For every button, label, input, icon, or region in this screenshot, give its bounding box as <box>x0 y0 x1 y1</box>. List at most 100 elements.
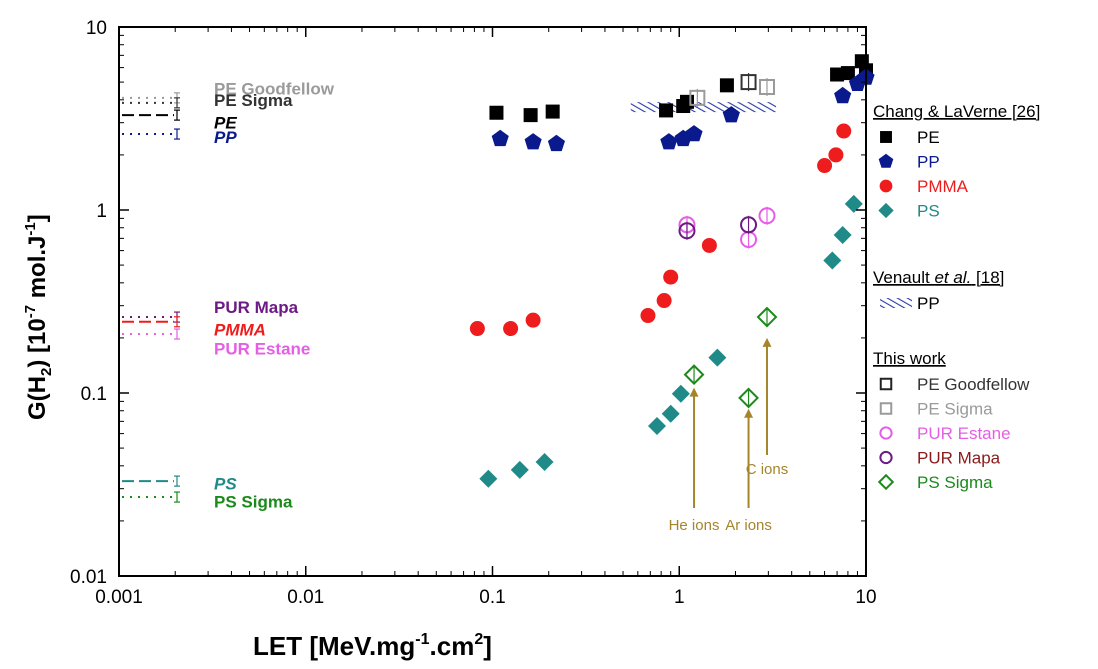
data-layer <box>469 54 875 488</box>
legend-label: PE Sigma <box>917 400 993 419</box>
venault-pp-band <box>630 102 777 113</box>
reference-label: PE <box>214 114 237 133</box>
legend-label: PE Goodfellow <box>917 375 1030 394</box>
data-point <box>524 133 542 150</box>
xlabel-part: ] <box>483 631 492 661</box>
reference-label: PUR Estane <box>214 340 310 359</box>
legend-title-part: et al. <box>934 268 971 287</box>
series-ps <box>479 194 863 488</box>
reference-label: PMMA <box>214 321 266 340</box>
data-point <box>738 387 759 409</box>
data-point <box>683 364 705 386</box>
series-pmma <box>469 123 852 337</box>
legend-title-part: [18] <box>971 268 1004 287</box>
data-point <box>830 67 845 82</box>
data-point <box>701 237 717 253</box>
data-point <box>708 348 727 367</box>
data-point <box>844 194 863 213</box>
data-point <box>840 66 855 81</box>
series-pe-goodfellow <box>740 73 757 92</box>
legend-label: PMMA <box>917 177 969 196</box>
legend-group-title: This work <box>873 349 946 368</box>
data-point <box>758 207 776 225</box>
legend-marker <box>878 202 894 219</box>
data-point <box>834 86 852 104</box>
legend-label: PS <box>917 202 940 221</box>
data-point <box>722 106 740 123</box>
x-tick-label: 1 <box>674 587 685 608</box>
legend-marker <box>879 402 893 415</box>
y-tick-label: 0.1 <box>81 384 107 405</box>
data-point <box>740 216 758 234</box>
data-point <box>510 460 529 479</box>
data-point <box>689 89 706 106</box>
data-point <box>663 269 679 285</box>
legend-label: PS Sigma <box>917 473 993 492</box>
legend-marker <box>877 473 895 491</box>
data-point <box>679 94 694 109</box>
data-point <box>545 104 560 119</box>
data-point <box>823 251 842 270</box>
data-point <box>719 78 734 93</box>
legend-group-title: Chang & LaVerne [26] <box>873 102 1040 121</box>
legend: Chang & LaVerne [26] PE PP PMMA PS Venault et… <box>873 102 1040 492</box>
ylabel-sup: -1 <box>22 222 39 235</box>
reference-label: PUR Mapa <box>214 298 299 317</box>
legend-label: PP <box>917 294 940 313</box>
series-ps-sigma <box>683 306 778 409</box>
reference-label: PP <box>214 128 237 147</box>
series-pe <box>489 54 873 123</box>
legend-marker <box>879 426 893 440</box>
data-point <box>817 158 833 174</box>
data-point <box>756 306 778 328</box>
y-tick-label: 1 <box>96 201 107 222</box>
data-point <box>661 404 680 423</box>
ylabel-sub: 2 <box>38 368 55 376</box>
xlabel-part: LET [MeV.mg <box>253 631 415 661</box>
annotation-arrowhead <box>744 408 754 418</box>
data-point <box>525 312 541 328</box>
legend-label: PE <box>917 128 940 147</box>
ylabel-part: ) [10 <box>24 318 51 367</box>
reference-label: PS Sigma <box>214 493 293 512</box>
series-pur-mapa <box>678 215 758 240</box>
annotation-label: He ions <box>669 517 720 534</box>
legend-group-title: Venault et al. [18] <box>873 268 1004 287</box>
legend-marker <box>879 179 893 193</box>
series-pp <box>491 68 875 152</box>
data-point <box>656 293 672 309</box>
data-point <box>503 321 519 337</box>
data-point <box>660 133 678 150</box>
data-point <box>640 308 656 324</box>
venault-band-layer <box>630 102 777 113</box>
x-tick-label: 0.1 <box>479 587 505 608</box>
legend-label: PP <box>917 153 940 172</box>
data-point <box>833 226 852 245</box>
annotation-label: Ar ions <box>725 517 772 534</box>
y-tick-label: 10 <box>86 18 107 39</box>
annotation-layer: He ions Ar ions C ions <box>669 337 788 534</box>
data-point <box>758 79 775 96</box>
reference-label: PE Sigma <box>214 91 293 110</box>
data-point <box>491 129 509 147</box>
annotation-arrowhead <box>689 387 699 397</box>
legend-marker <box>878 153 894 168</box>
reference-label: PS <box>214 475 237 494</box>
ylabel-part: G(H <box>24 376 51 420</box>
x-tick-label: 0.01 <box>287 587 324 608</box>
reference-label: PE Goodfellow <box>214 80 335 99</box>
data-point <box>547 134 565 152</box>
data-point <box>740 74 757 91</box>
data-point <box>647 417 666 436</box>
data-point <box>479 469 498 488</box>
xlabel-sup: 2 <box>474 631 483 648</box>
ylabel-part: mol.J <box>24 236 51 305</box>
data-point <box>659 103 674 118</box>
data-point <box>671 384 690 403</box>
data-point <box>523 108 538 123</box>
x-tick-label: 10 <box>855 587 876 608</box>
data-point <box>678 222 696 240</box>
data-point <box>535 452 554 471</box>
